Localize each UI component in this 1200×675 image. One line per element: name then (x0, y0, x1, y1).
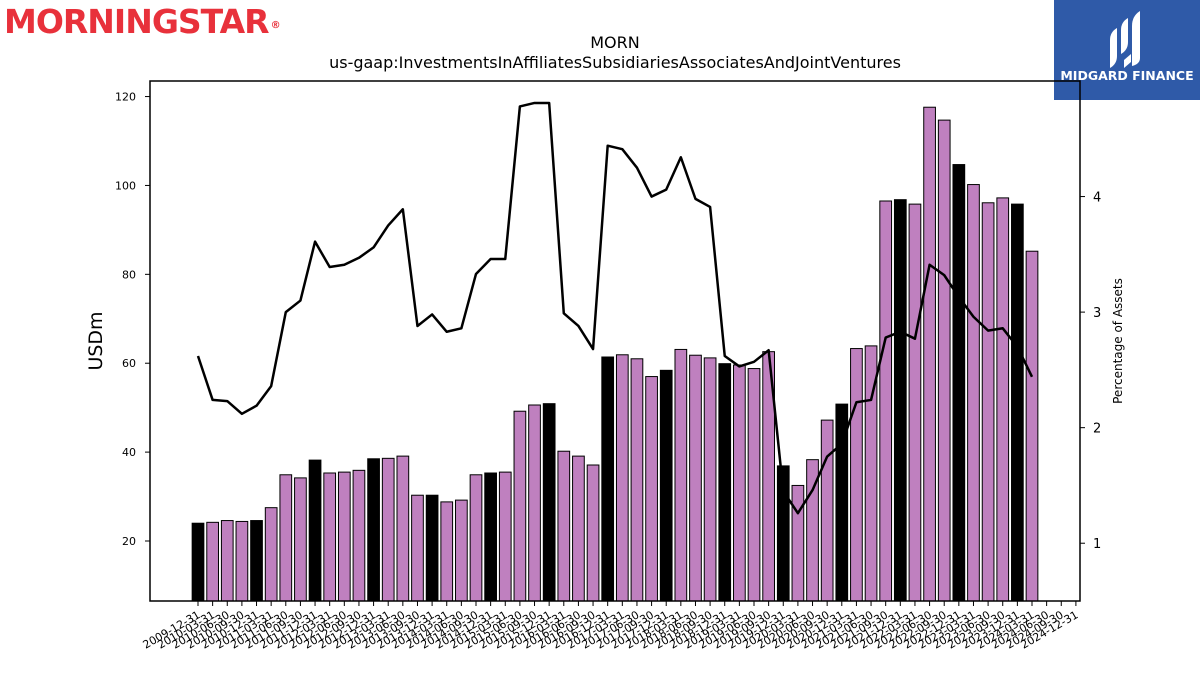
registered-mark: ® (270, 20, 281, 31)
bar (996, 197, 1010, 602)
y-axis-right: 1 2 3 4 (1080, 191, 1101, 552)
bar (747, 368, 761, 602)
bar (879, 200, 893, 602)
midgard-finance-name: MIDGARD FINANCE (1060, 68, 1194, 83)
bar (396, 455, 410, 602)
y-tick-label: 20 (122, 535, 136, 548)
bar (630, 358, 644, 602)
bar (937, 119, 951, 602)
y-axis-left: 20 40 60 80 100 120 (115, 91, 150, 548)
bar (513, 410, 527, 602)
bar (1011, 203, 1024, 602)
bar (294, 477, 307, 602)
bar (411, 494, 424, 602)
bar (820, 419, 834, 602)
bar (850, 348, 863, 602)
midgard-mark-icon (1110, 11, 1140, 68)
bar (952, 164, 966, 602)
bar (645, 376, 658, 602)
bar (367, 458, 380, 602)
bar (206, 521, 219, 602)
y-tick-label: 40 (122, 446, 136, 459)
plot-frame (149, 80, 1081, 602)
bar (235, 520, 249, 602)
bar (659, 369, 673, 602)
chart-title: MORN (590, 33, 639, 52)
bar (279, 474, 293, 602)
y2-tick-label: 4 (1093, 191, 1101, 206)
bar (425, 494, 439, 602)
morningstar-logo: MORNINGSTAR ® (4, 2, 281, 42)
bar (923, 106, 936, 602)
y-tick-label: 60 (122, 357, 136, 370)
bar (542, 403, 556, 602)
morningstar-logo-text: MORNINGSTAR (4, 2, 270, 41)
bar (557, 450, 571, 602)
bar (703, 357, 717, 602)
y2-axis-label: Percentage of Assets (1111, 278, 1125, 404)
y2-tick-label: 2 (1093, 422, 1101, 437)
bar (455, 499, 468, 602)
y-tick-label: 120 (115, 91, 136, 104)
bar (733, 364, 746, 602)
line-series (196, 101, 1034, 515)
bar (528, 404, 541, 602)
bar (484, 472, 497, 602)
bar (893, 199, 907, 602)
bar (352, 469, 366, 602)
y-tick-label: 80 (122, 268, 136, 281)
bar (689, 354, 702, 602)
bar (220, 520, 234, 602)
bar (615, 354, 629, 602)
y2-tick-label: 3 (1093, 306, 1101, 321)
bar (718, 363, 732, 602)
bar (264, 507, 278, 602)
y-tick-label: 100 (115, 179, 136, 192)
midgard-finance-logo: MIDGARD FINANCE (1054, 0, 1200, 100)
y-axis-label: USDm (85, 311, 107, 370)
bar (791, 484, 805, 602)
bar (381, 457, 395, 602)
bar (250, 520, 263, 602)
percentage-line (196, 101, 1034, 515)
bar (674, 348, 688, 602)
chart-subtitle: us-gaap:InvestmentsInAffiliatesSubsidiar… (329, 53, 901, 72)
bar (572, 455, 585, 602)
bar (337, 471, 351, 602)
bar (586, 464, 600, 602)
bar (308, 459, 322, 602)
bar (498, 471, 512, 602)
bar (1025, 250, 1039, 602)
bar (908, 203, 922, 602)
x-axis: 2009-12-312010-03-312010-06-302010-09-30… (141, 601, 1080, 652)
bar (601, 356, 615, 602)
bar-series (191, 106, 1039, 602)
bar (191, 522, 205, 602)
bar (981, 202, 995, 602)
bar (469, 474, 483, 602)
bar (440, 501, 454, 602)
y2-tick-label: 1 (1093, 537, 1101, 552)
bar (967, 184, 980, 602)
bar (323, 472, 337, 602)
